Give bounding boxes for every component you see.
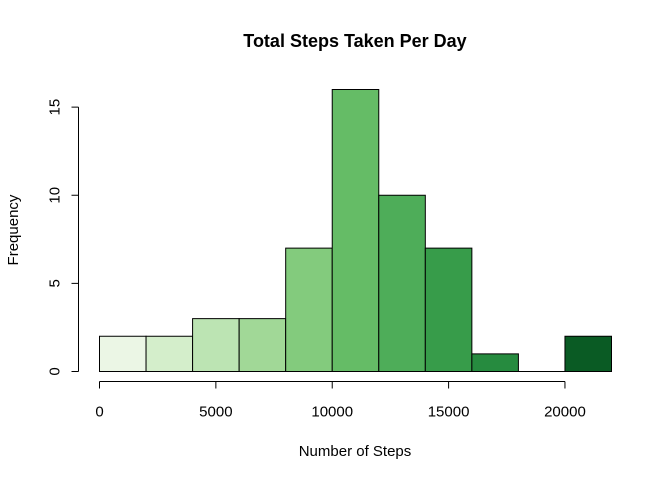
histogram-bar — [564, 335, 612, 372]
histogram-bar — [285, 247, 333, 372]
histogram-bar — [99, 335, 147, 372]
histogram-bar — [424, 247, 473, 372]
bars-group — [99, 89, 612, 372]
histogram-bar — [331, 89, 380, 372]
y-tick-label: 10 — [47, 187, 64, 204]
x-tick-label: 20000 — [544, 404, 586, 421]
y-axis-label: Frequency — [5, 194, 22, 265]
histogram-bar — [471, 353, 519, 372]
histogram-bar — [378, 194, 426, 372]
y-tick-label: 5 — [47, 279, 64, 287]
x-tick-label: 0 — [95, 404, 103, 421]
histogram-bar — [145, 335, 194, 372]
y-tick-label: 0 — [47, 367, 64, 375]
x-axis: 0 5000 10000 15000 20000 — [95, 381, 586, 421]
y-axis: 0 5 10 15 — [47, 99, 79, 376]
x-tick-label: 15000 — [428, 404, 470, 421]
chart-title: Total Steps Taken Per Day — [243, 31, 466, 51]
y-tick-label: 15 — [47, 99, 64, 116]
x-tick-label: 10000 — [311, 404, 353, 421]
histogram-bar — [192, 318, 240, 372]
x-tick-label: 5000 — [199, 404, 232, 421]
x-axis-label: Number of Steps — [299, 443, 412, 460]
histogram-bar — [238, 318, 287, 372]
